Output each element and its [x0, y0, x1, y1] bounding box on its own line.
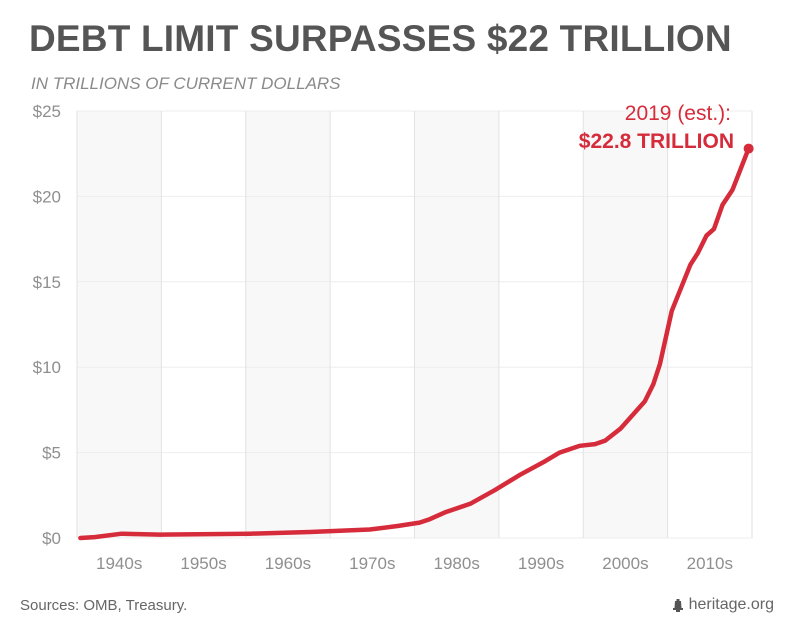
- x-tick-label: 1970s: [349, 554, 395, 573]
- data-point: [543, 459, 547, 463]
- y-tick-label: $5: [42, 444, 61, 463]
- source-note: Sources: OMB, Treasury.: [20, 597, 188, 614]
- data-point: [428, 517, 432, 521]
- debt-limit-chart: $0 $5 $10 $15 $20 $25 1940s 1950s 1960s 1970s 198…: [33, 102, 754, 573]
- data-point: [720, 203, 724, 207]
- x-tick-label: 1940s: [96, 554, 142, 573]
- annotation-value: $22.8 TRILLION: [579, 130, 734, 153]
- x-tick-label: 1950s: [180, 554, 226, 573]
- decade-band: [498, 111, 584, 538]
- liberty-bell-icon: [672, 598, 683, 612]
- x-tick-label: 2010s: [687, 554, 733, 573]
- annotation-label: 2019 (est.):: [625, 102, 731, 125]
- endpoint-marker: [743, 143, 754, 154]
- series-line-debt-limit: [78, 146, 751, 541]
- data-point: [696, 251, 700, 255]
- data-point: [704, 234, 708, 238]
- decade-band: [330, 111, 415, 538]
- x-tick-label: 2000s: [602, 554, 648, 573]
- decade-band: [245, 111, 331, 538]
- y-tick-label: $20: [33, 187, 61, 206]
- data-point: [688, 263, 692, 267]
- data-point: [78, 536, 82, 540]
- data-point: [493, 488, 497, 492]
- data-point: [518, 473, 522, 477]
- x-tick-label: 1990s: [518, 554, 564, 573]
- data-point: [593, 442, 597, 446]
- data-point: [443, 510, 447, 514]
- x-tick-label: 1960s: [265, 554, 311, 573]
- data-point: [558, 451, 562, 455]
- data-point: [418, 521, 422, 525]
- data-point: [651, 382, 655, 386]
- chart-subtitle: IN TRILLIONS OF CURRENT DOLLARS: [31, 74, 341, 93]
- data-point: [712, 227, 716, 231]
- data-point: [603, 439, 607, 443]
- decade-band: [414, 111, 499, 538]
- data-point: [731, 188, 735, 192]
- y-tick-label: $25: [33, 102, 61, 121]
- chart-title: DEBT LIMIT SURPASSES $22 TRILLION: [29, 18, 732, 59]
- data-point: [396, 524, 400, 528]
- x-tick-label: 1980s: [434, 554, 480, 573]
- data-point: [643, 399, 647, 403]
- decade-band: [583, 111, 668, 538]
- x-axis-ticks: 1940s 1950s 1960s 1970s 1980s 1990s 2000s 2010s: [96, 554, 733, 573]
- decade-band: [77, 111, 162, 538]
- data-point: [578, 444, 582, 448]
- data-point: [468, 502, 472, 506]
- y-tick-label: $0: [42, 529, 61, 548]
- gridlines: [76, 110, 753, 539]
- data-point: [158, 533, 162, 537]
- decade-band: [667, 111, 752, 538]
- data-point: [618, 427, 622, 431]
- data-point: [120, 532, 124, 536]
- data-point: [308, 530, 312, 534]
- decade-bands: [77, 111, 752, 538]
- data-point: [670, 309, 674, 313]
- y-tick-label: $10: [33, 358, 61, 377]
- data-point: [93, 535, 97, 539]
- brand-link[interactable]: heritage.org: [688, 596, 774, 613]
- data-point: [658, 362, 662, 366]
- data-point: [248, 532, 252, 536]
- data-point: [368, 527, 372, 531]
- y-axis-ticks: $0 $5 $10 $15 $20 $25: [33, 102, 61, 548]
- brand-credit[interactable]: heritage.org: [672, 596, 774, 614]
- y-tick-label: $15: [33, 273, 61, 292]
- decade-band: [161, 111, 246, 538]
